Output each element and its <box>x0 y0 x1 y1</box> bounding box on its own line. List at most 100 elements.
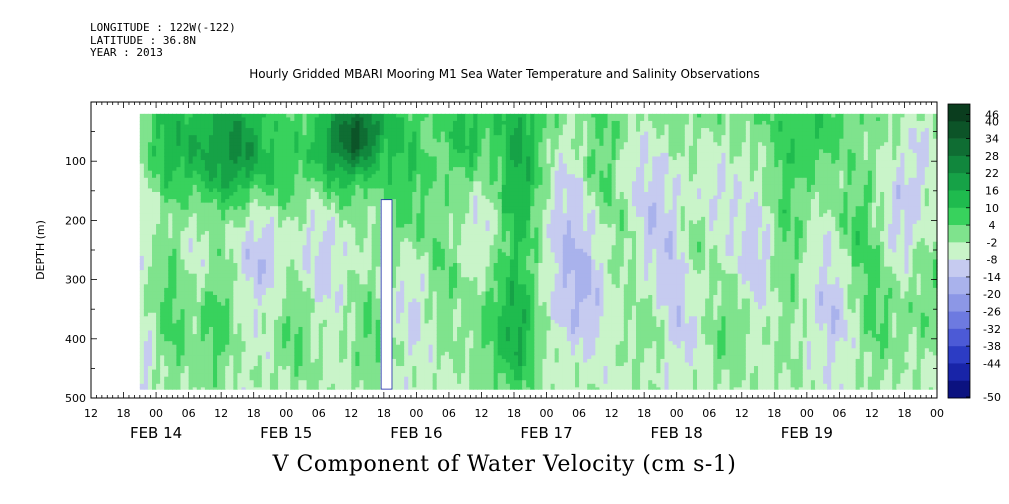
heat-cell <box>233 234 239 239</box>
heat-cell <box>204 135 210 140</box>
heat-cell <box>359 234 365 239</box>
heat-cell <box>265 266 271 271</box>
heat-cell <box>192 163 198 168</box>
heat-cell <box>200 149 206 154</box>
heat-cell <box>371 351 377 356</box>
heat-cell <box>269 312 275 317</box>
heat-cell <box>188 312 194 317</box>
heat-cell <box>184 366 190 371</box>
heat-cell <box>400 113 405 118</box>
heat-cell <box>274 152 279 158</box>
heat-cell <box>302 273 308 278</box>
heat-cell <box>404 124 409 129</box>
heat-cell <box>160 358 165 364</box>
heat-cell <box>375 270 381 275</box>
heat-cell <box>257 294 263 300</box>
heat-cell <box>152 326 157 332</box>
heat-cell <box>265 181 271 186</box>
heat-cell <box>241 223 247 229</box>
heat-cell <box>213 170 218 175</box>
heat-cell <box>221 330 226 335</box>
heat-cell <box>241 234 247 239</box>
heat-cell <box>196 188 202 193</box>
heat-cell <box>278 277 283 282</box>
heat-cell <box>375 135 381 140</box>
heat-cell <box>139 152 145 158</box>
heat-cell <box>339 216 344 221</box>
heat-cell <box>286 216 291 221</box>
heat-cell <box>396 163 401 168</box>
heat-cell <box>367 277 373 282</box>
heat-cell <box>143 259 149 264</box>
heat-cell <box>184 135 190 140</box>
heat-cell <box>143 227 149 232</box>
heat-cell <box>192 174 198 179</box>
heat-cell <box>204 191 210 197</box>
heat-cell <box>139 369 145 374</box>
heat-cell <box>221 341 226 346</box>
heat-cell <box>176 341 182 346</box>
heat-cell <box>396 383 401 388</box>
heat-cell <box>139 213 145 218</box>
heat-cell <box>306 294 312 300</box>
heat-cell <box>367 231 373 236</box>
heat-cell <box>143 223 149 229</box>
heat-cell <box>261 195 267 200</box>
heat-cell <box>249 188 255 193</box>
heat-cell <box>347 156 352 161</box>
heat-cell <box>269 142 275 147</box>
heat-cell <box>269 223 275 229</box>
heat-cell <box>164 199 169 204</box>
heat-cell <box>343 213 348 218</box>
heat-cell <box>188 355 194 360</box>
heat-cell <box>152 188 157 193</box>
heat-cell <box>290 263 295 268</box>
heat-cell <box>318 334 324 339</box>
heat-cell <box>139 387 145 390</box>
heat-cell <box>257 138 263 143</box>
heat-cell <box>176 366 182 371</box>
heat-cell <box>168 245 173 250</box>
heat-cell <box>375 213 381 218</box>
heat-cell <box>274 277 279 282</box>
heat-cell <box>184 348 190 353</box>
heat-cell <box>160 252 165 257</box>
heat-cell <box>213 163 218 168</box>
heat-cell <box>164 330 169 335</box>
heat-cell <box>253 167 259 172</box>
heat-cell <box>318 351 324 356</box>
heat-cell <box>237 341 243 346</box>
heat-cell <box>274 124 279 129</box>
heat-cell <box>359 163 365 168</box>
heat-cell <box>200 266 206 271</box>
heat-cell <box>330 323 336 328</box>
heat-cell <box>249 309 255 314</box>
heat-cell <box>261 231 267 236</box>
heat-cell <box>343 199 348 204</box>
heat-cell <box>310 255 316 261</box>
heat-cell <box>347 380 352 385</box>
heat-cell <box>330 213 336 218</box>
heat-cell <box>326 206 332 211</box>
heat-cell <box>314 117 320 122</box>
heat-cell <box>339 330 344 335</box>
heat-cell <box>286 366 291 371</box>
heat-cell <box>253 344 259 349</box>
heat-cell <box>233 145 239 150</box>
heat-cell <box>302 373 308 378</box>
heat-cell <box>192 337 198 342</box>
heat-cell <box>160 280 165 285</box>
heat-cell <box>363 181 369 186</box>
heat-cell <box>184 181 190 186</box>
heat-cell <box>310 263 316 268</box>
heat-cell <box>286 231 291 236</box>
heat-cell <box>404 312 409 317</box>
heat-cell <box>147 248 153 253</box>
heat-cell <box>237 163 243 168</box>
heat-cell <box>339 199 344 204</box>
heat-cell <box>156 128 161 133</box>
heat-cell <box>375 149 381 154</box>
heat-cell <box>351 302 356 307</box>
heat-cell <box>302 326 308 332</box>
heat-cell <box>375 305 381 310</box>
